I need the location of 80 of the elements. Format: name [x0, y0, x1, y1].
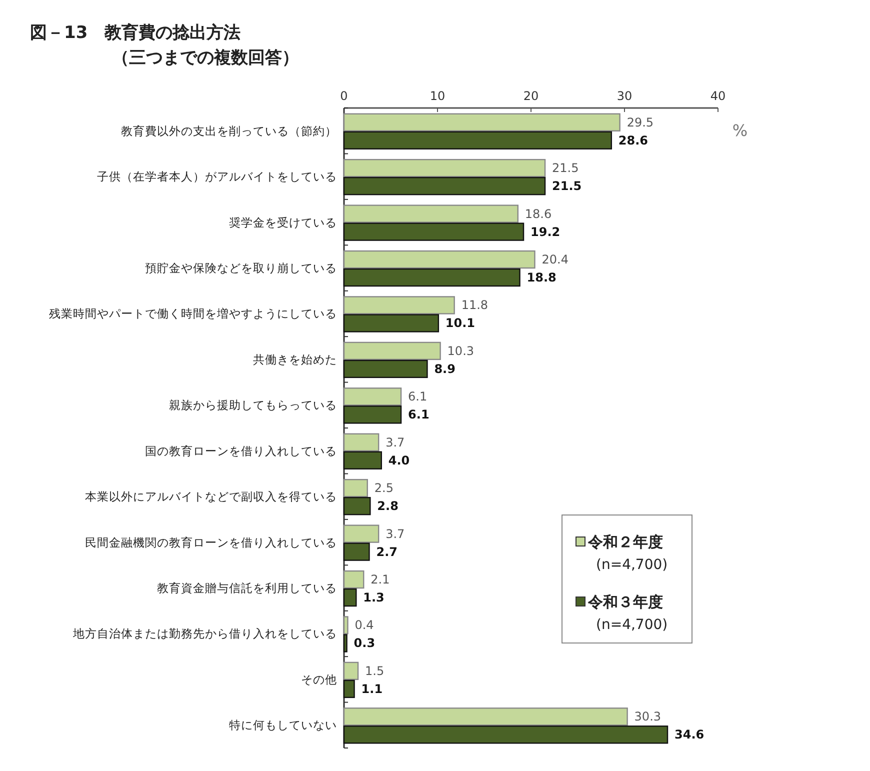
data-label: 10.1	[445, 316, 476, 330]
data-label: 2.7	[376, 544, 398, 559]
bar	[343, 176, 546, 196]
bar	[343, 478, 368, 498]
bar	[343, 158, 546, 178]
data-label: 21.5	[552, 161, 579, 176]
data-label: 11.8	[461, 298, 488, 312]
data-label: 19.2	[530, 224, 560, 239]
bar	[343, 250, 536, 269]
bar	[343, 131, 612, 150]
y-tick-label: 国の教育ローンを借り入れしている	[145, 444, 337, 458]
data-label: 2.5	[374, 481, 394, 496]
bar	[343, 222, 524, 241]
bar	[343, 388, 402, 406]
data-label: 30.3	[634, 710, 662, 724]
bar	[343, 342, 441, 360]
y-tick-label: 本業以外にアルバイトなどで副収入を得ている	[85, 490, 337, 504]
data-label: 10.3	[447, 344, 474, 358]
data-label: 28.6	[618, 133, 648, 148]
y-tick-label: 民間金融機関の教育ローンを借り入れしている	[85, 535, 337, 550]
y-tick-label: 特に何もしていない	[229, 718, 337, 732]
data-label: 3.7	[386, 435, 405, 450]
bar	[343, 496, 371, 516]
legend-label: 令和２年度 (n=4,700)	[587, 533, 668, 573]
data-label: 6.1	[408, 390, 428, 404]
data-label: 1.3	[363, 590, 384, 604]
bar	[343, 451, 382, 470]
y-tick-label: 奨学金を受けている	[229, 215, 337, 230]
x-tick-label: 30	[616, 89, 632, 103]
y-tick-label: 残業時間やパートで働く時間を増やすようにしている	[49, 306, 337, 321]
bar	[343, 406, 402, 424]
y-tick-label: 共働きを始めた	[253, 352, 337, 366]
bar	[343, 570, 364, 589]
x-axis-title: %	[732, 121, 748, 140]
data-label: 6.1	[408, 408, 430, 422]
data-label: 29.5	[626, 115, 654, 130]
bar	[343, 708, 628, 726]
y-tick-label: 子供（在学者本人）がアルバイトをしている	[97, 170, 337, 184]
data-label: 8.9	[434, 362, 456, 376]
bar	[343, 680, 355, 698]
bar	[343, 204, 519, 223]
bar	[343, 588, 357, 607]
bar	[343, 314, 440, 332]
x-tick-label: 40	[710, 89, 726, 103]
y-tick-label: 地方自治体または勤務先から借り入れをしている	[72, 626, 337, 641]
x-tick-label: 0	[340, 89, 348, 103]
data-label: 0.3	[354, 636, 376, 650]
data-label: 2.1	[370, 572, 390, 586]
data-label: 18.8	[526, 270, 556, 284]
bar	[343, 296, 455, 314]
bar	[343, 726, 668, 744]
y-tick-label: 教育費以外の支出を削っている（節約）	[121, 124, 337, 138]
x-tick-label: 20	[523, 89, 539, 103]
data-label: 2.8	[377, 499, 398, 514]
y-tick-label: 教育資金贈与信託を利用している	[157, 581, 337, 595]
legend-label: 令和３年度 (n=4,700)	[587, 593, 668, 633]
bar	[343, 542, 370, 561]
data-label: 3.7	[386, 526, 405, 541]
bar	[343, 662, 359, 680]
data-label: 21.5	[552, 179, 582, 194]
data-label: 1.5	[365, 664, 384, 678]
y-tick-label: 預貯金や保険などを取り崩している	[145, 261, 337, 275]
data-label: 20.4	[542, 252, 568, 266]
data-label: 1.1	[361, 682, 383, 696]
y-tick-label: 親族から援助してもらっている	[169, 398, 337, 412]
bar	[343, 360, 428, 378]
bar	[343, 268, 520, 287]
bar	[343, 616, 348, 634]
y-tick-label: その他	[301, 672, 337, 686]
x-tick-label: 10	[430, 89, 446, 103]
text: （三つまでの複数回答）	[112, 48, 299, 68]
bar	[343, 524, 380, 543]
data-label: 34.6	[674, 728, 704, 742]
bar	[343, 113, 620, 132]
text: 図－13 教育費の捻出方法	[30, 22, 241, 43]
bar	[343, 634, 348, 652]
bar	[343, 433, 380, 452]
data-label: 0.4	[354, 618, 374, 632]
data-label: 4.0	[388, 453, 410, 468]
data-label: 18.6	[524, 206, 552, 221]
